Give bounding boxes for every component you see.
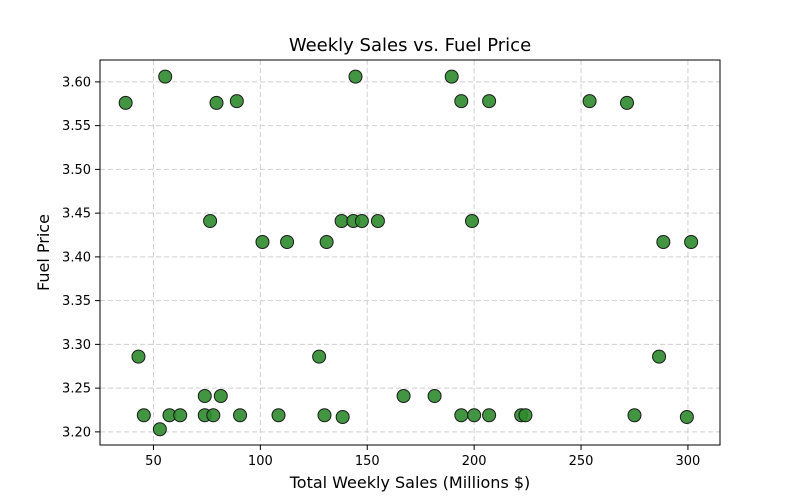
scatter-point (354, 214, 369, 228)
scatter-point (454, 408, 469, 423)
scatter-point (131, 349, 146, 364)
scatter-point (396, 389, 411, 403)
y-tick-label: 3.50 (62, 163, 91, 178)
x-tick-label: 50 (145, 454, 162, 469)
scatter-point (620, 95, 634, 110)
y-tick-label: 3.35 (62, 294, 91, 309)
scatter-point (312, 349, 327, 364)
y-axis-label: Fuel Price (34, 214, 53, 291)
x-tick-label: 150 (355, 454, 380, 469)
scatter-point (348, 69, 363, 84)
scatter-point (271, 408, 286, 423)
scatter-point (203, 214, 218, 228)
scatter-point (656, 235, 671, 249)
y-tick-label: 3.30 (62, 338, 91, 353)
plot-frame (99, 59, 721, 446)
scatter-point (370, 214, 385, 228)
scatter-point (197, 389, 212, 403)
y-axis-ticks: 3.20 3.25 3.30 3.35 3.40 3.45 3.50 3.55 3.60 (62, 75, 100, 440)
y-tick-label: 3.25 (62, 382, 91, 397)
scatter-point (627, 408, 642, 423)
scatter-point (334, 214, 349, 228)
scatter-point (213, 389, 228, 403)
scatter-point (317, 408, 332, 423)
scatter-point (319, 235, 334, 249)
x-axis-label: Total Weekly Sales (Millions $) (289, 473, 531, 492)
y-tick-label: 3.45 (62, 207, 91, 222)
scatter-point (280, 235, 295, 249)
x-axis-ticks: 50 100 150 200 250 300 (145, 445, 700, 469)
scatter-point (152, 422, 167, 437)
scatter-point (518, 408, 533, 423)
scatter-point (467, 408, 482, 423)
scatter-point (209, 95, 224, 110)
scatter-point (482, 94, 497, 109)
scatter-point (206, 408, 221, 423)
scatter-point (136, 408, 151, 423)
scatter-point (582, 94, 597, 109)
x-tick-label: 200 (462, 454, 487, 469)
scatter-point (679, 410, 694, 424)
y-tick-label: 3.20 (62, 425, 91, 440)
scatter-point (465, 214, 479, 228)
scatter-point (255, 235, 270, 249)
x-tick-label: 250 (569, 454, 594, 469)
grid-lines (100, 60, 720, 445)
scatter-point (482, 408, 497, 423)
x-tick-label: 100 (248, 454, 273, 469)
scatter-point (652, 349, 667, 364)
scatter-point (427, 389, 442, 403)
y-tick-label: 3.60 (62, 75, 91, 90)
chart-title: Weekly Sales vs. Fuel Price (289, 35, 531, 56)
scatter-point (684, 235, 699, 249)
data-points (118, 69, 699, 437)
x-tick-label: 300 (676, 454, 701, 469)
y-tick-label: 3.55 (62, 119, 91, 134)
scatter-point (173, 408, 188, 423)
scatter-point (444, 69, 459, 84)
scatter-point (118, 95, 133, 110)
y-tick-label: 3.40 (62, 250, 91, 265)
scatter-point (158, 69, 173, 84)
scatter-point (229, 94, 244, 109)
scatter-point (233, 408, 248, 423)
scatter-point (454, 94, 469, 109)
scatter-point (335, 410, 350, 424)
